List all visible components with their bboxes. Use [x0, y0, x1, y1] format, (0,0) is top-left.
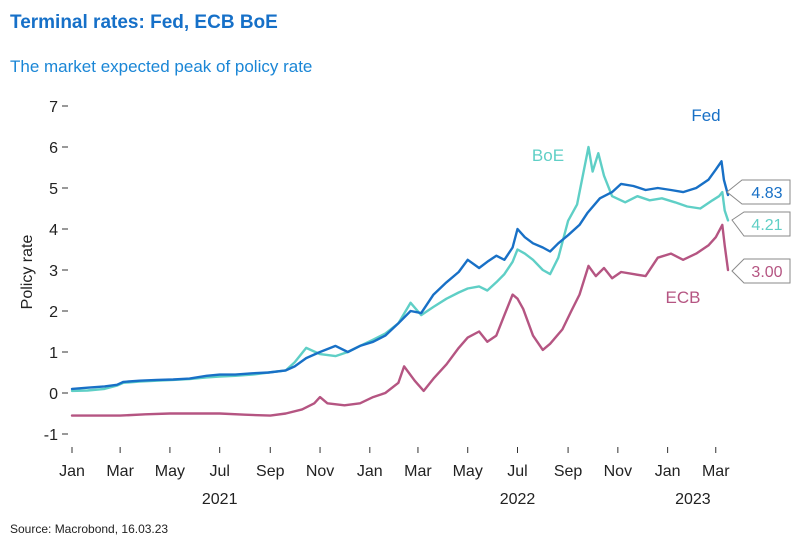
- y-tick-label: 0: [49, 386, 58, 403]
- x-tick-label: Nov: [306, 463, 334, 480]
- series-label-ecb: ECB: [666, 288, 701, 307]
- y-tick-label: 1: [49, 345, 58, 362]
- y-axis: -1 0 1 2 3 4 5 6 7: [44, 99, 68, 444]
- series-line-fed: [70, 160, 730, 391]
- boe-last-value: 4.21: [751, 217, 782, 234]
- boe-value-box: 4.21: [731, 211, 791, 237]
- fed-value-box: 4.83: [726, 179, 791, 205]
- x-tick-label: May: [155, 463, 185, 480]
- series-line-ecb: [70, 223, 730, 417]
- x-tick-label: Jan: [59, 463, 85, 480]
- x-tick-label: Sep: [256, 463, 285, 480]
- x-tick-label: Sep: [554, 463, 583, 480]
- x-axis: Jan Mar May Jul Sep Nov Jan Mar May Jul Sep Nov Jan M…: [59, 447, 730, 508]
- x-tick-label: Jan: [357, 463, 383, 480]
- x-tick-label: Jul: [507, 463, 527, 480]
- series-label-boe: BoE: [532, 146, 564, 165]
- y-tick-label: 5: [49, 181, 58, 198]
- x-tick-label: Mar: [404, 463, 432, 480]
- value-boxes: 4.83 4.21 3.00: [726, 179, 791, 284]
- y-tick-label: 7: [49, 99, 58, 116]
- y-tick-label: 4: [49, 222, 58, 239]
- ecb-value-box-frame: [731, 258, 791, 284]
- year-label: 2021: [202, 491, 238, 508]
- x-tick-label: Jul: [209, 463, 229, 480]
- year-label: 2022: [500, 491, 536, 508]
- series-layer: [70, 145, 730, 417]
- series-label-fed: Fed: [691, 106, 720, 125]
- x-tick-label: Nov: [604, 463, 632, 480]
- label-layer: Fed BoE ECB: [532, 106, 721, 307]
- ecb-value-box: 3.00: [731, 258, 791, 284]
- year-label: 2023: [675, 491, 711, 508]
- y-axis-label: Policy rate: [19, 235, 36, 310]
- y-tick-label: 2: [49, 304, 58, 321]
- chart-title: Terminal rates: Fed, ECB BoE: [10, 12, 278, 33]
- x-tick-label: May: [453, 463, 483, 480]
- x-tick-label: Jan: [655, 463, 681, 480]
- y-tick-label: 6: [49, 140, 58, 157]
- chart-subtitle: The market expected peak of policy rate: [10, 57, 313, 76]
- ecb-last-value: 3.00: [751, 264, 782, 281]
- fed-value-box-frame: [726, 179, 791, 205]
- boe-value-box-frame: [731, 211, 791, 237]
- series-line-boe: [70, 145, 730, 393]
- source-note: Source: Macrobond, 16.03.23: [10, 522, 169, 536]
- y-tick-label: 3: [49, 263, 58, 280]
- fed-last-value: 4.83: [751, 185, 782, 202]
- x-tick-label: Mar: [702, 463, 730, 480]
- y-tick-label: -1: [44, 427, 58, 444]
- x-tick-label: Mar: [106, 463, 134, 480]
